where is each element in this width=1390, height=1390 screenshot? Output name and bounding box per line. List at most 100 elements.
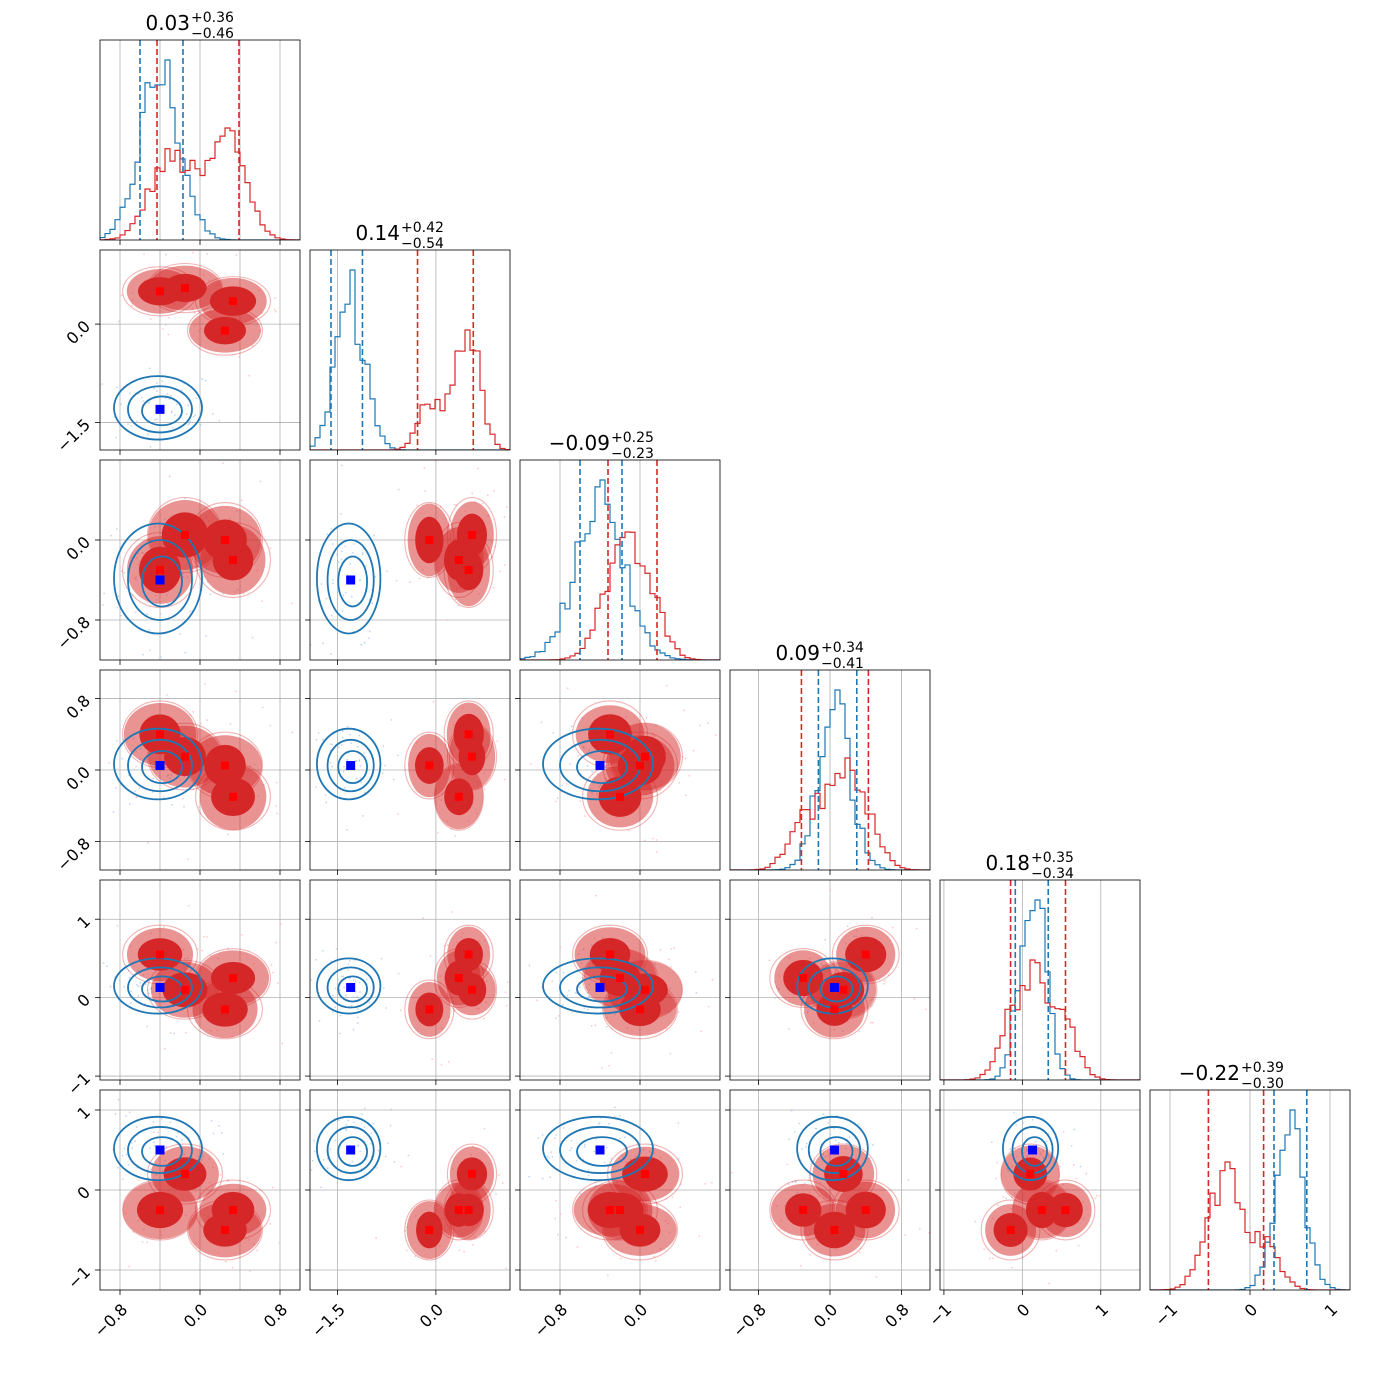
red-sample-point bbox=[83, 1214, 85, 1216]
blue-sample-point bbox=[838, 1142, 840, 1144]
x-tick-label: 0.8 bbox=[881, 1300, 912, 1331]
blue-sample-point bbox=[363, 752, 365, 754]
blue-sample-point bbox=[340, 1015, 342, 1017]
red-sample-point bbox=[189, 611, 191, 613]
blue-sample-point bbox=[385, 1156, 387, 1158]
blue-sample-point bbox=[181, 1139, 183, 1141]
red-sample-point bbox=[673, 947, 675, 949]
blue-sample-point bbox=[96, 1009, 98, 1011]
x-tick-label: 0 bbox=[1241, 1300, 1262, 1321]
blue-sample-point bbox=[346, 1124, 348, 1126]
blue-sample-point bbox=[129, 392, 131, 394]
red-sample-point bbox=[859, 1252, 861, 1254]
red-sample-point bbox=[1002, 1196, 1004, 1198]
red-mode-marker bbox=[465, 951, 473, 959]
red-mode-marker bbox=[229, 974, 237, 982]
red-mode-marker bbox=[229, 297, 237, 305]
blue-sample-point bbox=[103, 962, 105, 964]
red-sample-point bbox=[594, 1024, 596, 1026]
red-sample-point bbox=[198, 806, 200, 808]
red-sample-point bbox=[997, 1204, 999, 1206]
blue-sample-point bbox=[814, 1128, 816, 1130]
red-sample-point bbox=[504, 564, 506, 566]
blue-sample-point bbox=[173, 1033, 175, 1035]
blue-sample-point bbox=[194, 414, 196, 416]
blue-sample-point bbox=[343, 987, 345, 989]
posterior-title-upper: +0.35 bbox=[1031, 850, 1074, 866]
blue-sample-point bbox=[176, 1136, 178, 1138]
blue-sample-point bbox=[330, 653, 332, 655]
red-sample-point bbox=[577, 755, 579, 757]
red-sample-point bbox=[916, 928, 918, 930]
blue-sample-point bbox=[131, 1142, 133, 1144]
red-sample-point bbox=[163, 926, 165, 928]
red-sample-point bbox=[463, 1251, 465, 1253]
red-sample-point bbox=[472, 1244, 474, 1246]
red-sample-point bbox=[423, 467, 425, 469]
blue-sample-point bbox=[829, 1133, 831, 1135]
blue-mode-marker bbox=[156, 576, 165, 585]
red-sample-point bbox=[505, 1267, 507, 1269]
red-mode-marker bbox=[641, 753, 649, 761]
red-sample-point bbox=[502, 1182, 504, 1184]
blue-sample-point bbox=[362, 815, 364, 817]
blue-sample-point bbox=[351, 596, 353, 598]
blue-sample-point bbox=[587, 1009, 589, 1011]
red-sample-point bbox=[711, 1182, 713, 1184]
blue-sample-point bbox=[378, 1150, 380, 1152]
blue-sample-point bbox=[359, 580, 361, 582]
blue-sample-point bbox=[529, 964, 531, 966]
blue-sample-point bbox=[341, 976, 343, 978]
red-sample-point bbox=[496, 740, 498, 742]
blue-sample-point bbox=[563, 1127, 565, 1129]
red-sample-point bbox=[135, 766, 137, 768]
blue-sample-point bbox=[542, 1178, 544, 1180]
scatter-panel-4-1: −0.80.00.8 bbox=[53, 665, 300, 879]
blue-sample-point bbox=[316, 739, 318, 741]
blue-sample-point bbox=[124, 1148, 126, 1150]
panel-body bbox=[307, 460, 523, 660]
red-sample-point bbox=[622, 1294, 624, 1296]
blue-sample-point bbox=[849, 1136, 851, 1138]
blue-sample-point bbox=[110, 535, 112, 537]
blue-sample-point bbox=[205, 635, 207, 637]
red-sample-point bbox=[451, 911, 453, 913]
blue-sample-point bbox=[330, 528, 332, 530]
red-sample-point bbox=[477, 468, 479, 470]
histogram-panel-4: 0.09 +0.34−0.41 bbox=[730, 640, 930, 875]
red-sample-point bbox=[241, 500, 243, 502]
blue-mode-marker bbox=[156, 1146, 165, 1155]
blue-sample-point bbox=[201, 378, 203, 380]
red-sample-point bbox=[182, 798, 184, 800]
blue-sample-point bbox=[774, 997, 776, 999]
blue-sample-point bbox=[801, 1148, 803, 1150]
red-sample-point bbox=[914, 998, 916, 1000]
blue-sample-point bbox=[313, 1140, 315, 1142]
blue-sample-point bbox=[551, 980, 553, 982]
red-sample-point bbox=[275, 942, 277, 944]
red-sample-point bbox=[400, 1009, 402, 1011]
red-sample-point bbox=[731, 1172, 733, 1174]
red-sample-point bbox=[150, 318, 152, 320]
blue-sample-point bbox=[305, 995, 307, 997]
panel-body bbox=[308, 670, 512, 870]
red-sample-point bbox=[883, 983, 885, 985]
blue-sample-point bbox=[537, 1137, 539, 1139]
blue-sample-point bbox=[101, 383, 103, 385]
red-sample-point bbox=[118, 321, 120, 323]
red-sample-point bbox=[291, 602, 293, 604]
blue-sample-point bbox=[343, 766, 345, 768]
blue-sample-point bbox=[314, 1150, 316, 1152]
blue-sample-point bbox=[322, 739, 324, 741]
blue-sample-point bbox=[561, 785, 563, 787]
blue-sample-point bbox=[156, 382, 158, 384]
red-sample-point bbox=[447, 619, 449, 621]
blue-sample-point bbox=[619, 1115, 621, 1117]
x-tick-label: 0.0 bbox=[416, 1300, 447, 1331]
red-mode-marker bbox=[221, 327, 229, 335]
blue-sample-point bbox=[355, 980, 357, 982]
blue-sample-point bbox=[341, 744, 343, 746]
blue-sample-point bbox=[153, 1131, 155, 1133]
red-sample-point bbox=[206, 253, 208, 255]
blue-sample-point bbox=[154, 1145, 156, 1147]
